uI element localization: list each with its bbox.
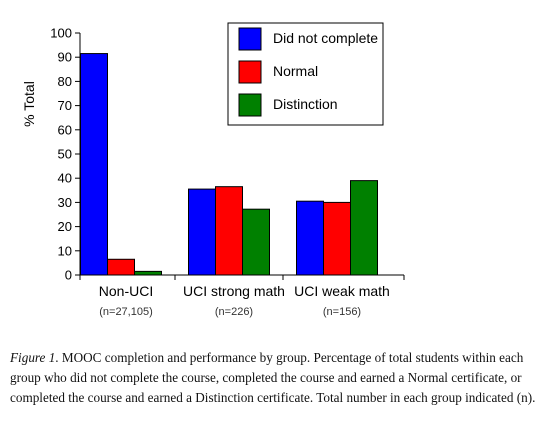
y-tick-label: 40: [58, 171, 72, 186]
legend-swatch: [238, 27, 262, 51]
bar-chart: 0 10 20 30 40 50 60 70 80 90 100 Non-UCI (n=27,105)…: [21, 22, 405, 318]
bar-did-not-complete-2: [296, 200, 324, 276]
figure-caption: Figure 1. MOOC completion and performanc…: [10, 348, 546, 408]
category-label: UCI weak math: [294, 283, 390, 299]
y-axis-label: % Total: [21, 81, 37, 127]
legend-swatch: [238, 93, 262, 117]
caption-label: Figure 1: [10, 350, 56, 365]
y-tick-label: 50: [58, 147, 72, 162]
y-tick-label: 20: [58, 219, 72, 234]
bar-did-not-complete-0: [80, 53, 108, 276]
bar-normal-0: [107, 258, 135, 276]
bars: [79, 53, 405, 280]
legend-label: Did not complete: [273, 30, 378, 46]
legend-label: Normal: [273, 63, 318, 79]
legend-label: Distinction: [273, 96, 338, 112]
bar-normal-1: [215, 186, 243, 276]
bar-normal-2: [323, 201, 351, 276]
y-tick-label: 80: [58, 74, 72, 89]
category-count-label: (n=156): [323, 306, 361, 318]
caption-text: . MOOC completion and performance by gro…: [10, 350, 536, 405]
legend: Did not complete Normal Distinction: [227, 22, 384, 126]
category-label: UCI strong math: [183, 283, 285, 299]
category-count-label: (n=27,105): [99, 306, 153, 318]
bar-did-not-complete-1: [188, 188, 216, 276]
y-tick-label: 0: [65, 268, 72, 283]
category-label: Non-UCI: [99, 283, 153, 299]
x-axis-labels: Non-UCI (n=27,105) UCI strong math (n=226) U…: [99, 283, 390, 318]
bar-distinction-1: [242, 208, 270, 276]
y-tick-label: 90: [58, 50, 72, 65]
y-tick-label: 70: [58, 98, 72, 113]
bar-distinction-2: [350, 180, 378, 276]
y-tick-label: 10: [58, 243, 72, 258]
category-count-label: (n=226): [215, 306, 253, 318]
y-tick-label: 30: [58, 195, 72, 210]
y-tick-label: 60: [58, 122, 72, 137]
legend-swatch: [238, 60, 262, 84]
y-axis: 0 10 20 30 40 50 60 70 80 90 100: [50, 26, 404, 283]
bar-distinction-0: [134, 270, 162, 276]
y-tick-label: 100: [50, 26, 72, 41]
